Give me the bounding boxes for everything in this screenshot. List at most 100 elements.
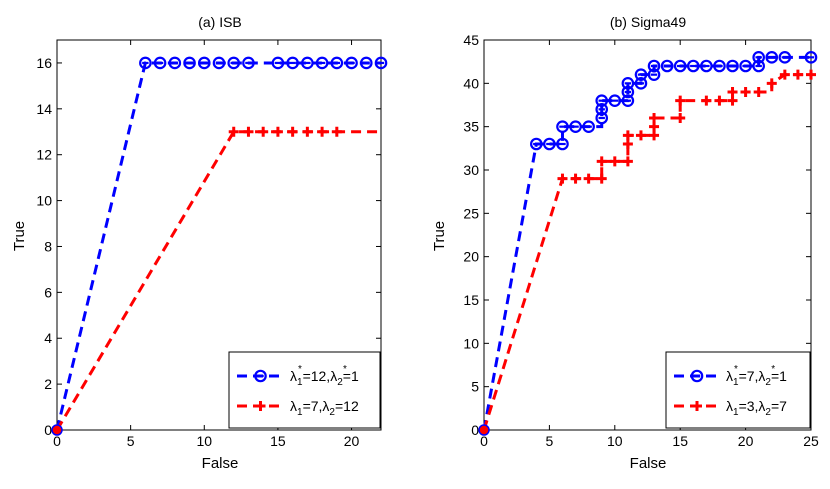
y-tick-label-b: 10 bbox=[463, 335, 479, 351]
y-axis-label-b: True bbox=[431, 221, 448, 251]
x-tick-label-b: 15 bbox=[672, 433, 688, 449]
data-point bbox=[228, 126, 239, 137]
data-point bbox=[556, 137, 569, 151]
data-point bbox=[622, 156, 633, 167]
y-tick-label-b: 20 bbox=[463, 249, 479, 265]
data-point bbox=[271, 56, 285, 70]
origin-point-b bbox=[478, 424, 490, 436]
legend-sup: * bbox=[734, 364, 738, 375]
data-point bbox=[765, 51, 779, 64]
data-point bbox=[739, 59, 752, 73]
legend-marker bbox=[255, 401, 266, 411]
data-point bbox=[649, 121, 660, 132]
legend-b: λ1=7,λ2=1* * λ1=3,λ2=7 bbox=[665, 351, 811, 429]
y-tick-label-b: 15 bbox=[463, 292, 479, 308]
y-tick-label-a: 2 bbox=[44, 376, 52, 392]
data-point bbox=[258, 126, 269, 137]
data-point bbox=[634, 68, 648, 81]
data-point bbox=[359, 56, 373, 70]
data-point bbox=[649, 113, 660, 123]
data-point bbox=[660, 59, 674, 73]
y-tick-label-b: 30 bbox=[463, 162, 479, 178]
data-point bbox=[197, 56, 211, 70]
data-point bbox=[272, 126, 283, 137]
data-point bbox=[583, 173, 594, 184]
x-axis-label-a: False bbox=[202, 455, 239, 472]
data-point bbox=[727, 95, 738, 106]
data-point bbox=[727, 87, 738, 97]
data-point bbox=[212, 56, 226, 70]
data-point bbox=[557, 173, 568, 184]
y-tick-label-b: 0 bbox=[471, 422, 479, 438]
data-point bbox=[753, 87, 764, 97]
series-markers-a-2 bbox=[228, 126, 342, 137]
y-tick-label-a: 14 bbox=[36, 101, 52, 117]
x-tick-label-a: 5 bbox=[127, 433, 135, 449]
data-point bbox=[752, 59, 765, 73]
data-point bbox=[675, 113, 686, 123]
legend-label-2: λ1=3,λ2=7 bbox=[726, 398, 787, 418]
x-tick-label-a: 15 bbox=[270, 433, 286, 449]
series-markers-a-1 bbox=[139, 56, 388, 70]
y-axis-label-a: True bbox=[11, 221, 28, 251]
data-point bbox=[740, 87, 751, 97]
data-point bbox=[331, 126, 342, 137]
chart-title-b: (b) Sigma49 bbox=[610, 14, 686, 30]
x-tick-label-b: 10 bbox=[607, 433, 623, 449]
data-point bbox=[287, 126, 298, 137]
data-point bbox=[543, 137, 556, 151]
series-markers-b-2 bbox=[557, 69, 816, 184]
data-point bbox=[726, 59, 739, 73]
data-point bbox=[634, 77, 648, 90]
y-tick-label-a: 10 bbox=[36, 193, 52, 209]
data-point bbox=[766, 78, 777, 89]
data-point bbox=[556, 120, 569, 133]
data-point bbox=[622, 130, 633, 141]
x-tick-label-b: 0 bbox=[480, 433, 488, 449]
data-point bbox=[622, 139, 633, 149]
plot-area-a: 0 5 10 15 20 0 2 4 6 8 10 12 14 16 λ1=12,λ2=1* * λ1=7,λ2… bbox=[36, 39, 388, 449]
legend-label-2: λ1=7,λ2=12 bbox=[290, 398, 359, 418]
data-point bbox=[569, 120, 582, 133]
data-point bbox=[752, 51, 765, 64]
chart-title-a: (a) ISB bbox=[198, 14, 242, 30]
data-point bbox=[778, 51, 792, 64]
data-point bbox=[153, 56, 167, 70]
y-tick-label-b: 5 bbox=[471, 379, 479, 395]
y-tick-label-b: 40 bbox=[463, 75, 479, 91]
x-tick-label-b: 20 bbox=[738, 433, 754, 449]
data-point bbox=[243, 126, 254, 137]
data-point bbox=[635, 130, 646, 141]
axes-frame-a bbox=[56, 39, 382, 431]
legend-sup: * bbox=[343, 364, 347, 375]
data-point bbox=[701, 95, 712, 106]
data-point bbox=[570, 173, 581, 184]
data-point bbox=[649, 130, 660, 141]
legend-box bbox=[665, 351, 811, 429]
data-point bbox=[621, 85, 635, 99]
y-tick-label-a: 12 bbox=[36, 147, 52, 163]
chart-panel-a: (a) ISB False True bbox=[11, 14, 242, 472]
data-point bbox=[315, 56, 329, 70]
data-point bbox=[595, 94, 609, 107]
y-tick-label-b: 25 bbox=[463, 205, 479, 221]
legend-marker bbox=[692, 401, 702, 411]
legend-marker bbox=[690, 369, 704, 383]
chart-panel-b: (b) Sigma49 False True bbox=[431, 14, 686, 472]
data-point bbox=[804, 51, 818, 64]
data-point bbox=[227, 56, 241, 70]
data-point bbox=[647, 59, 661, 73]
legend-sup: * bbox=[298, 364, 302, 375]
legend-marker bbox=[254, 369, 267, 383]
y-tick-label-a: 4 bbox=[44, 330, 52, 346]
x-tick-label-a: 10 bbox=[196, 433, 212, 449]
data-point bbox=[242, 56, 255, 70]
data-point bbox=[609, 156, 620, 167]
series-markers-b-1 bbox=[530, 51, 818, 151]
x-tick-label-b: 25 bbox=[803, 433, 819, 449]
legend-label-1: λ1=7,λ2=1 bbox=[726, 368, 787, 388]
y-tick-label-b: 35 bbox=[463, 119, 479, 135]
data-point bbox=[582, 120, 595, 133]
